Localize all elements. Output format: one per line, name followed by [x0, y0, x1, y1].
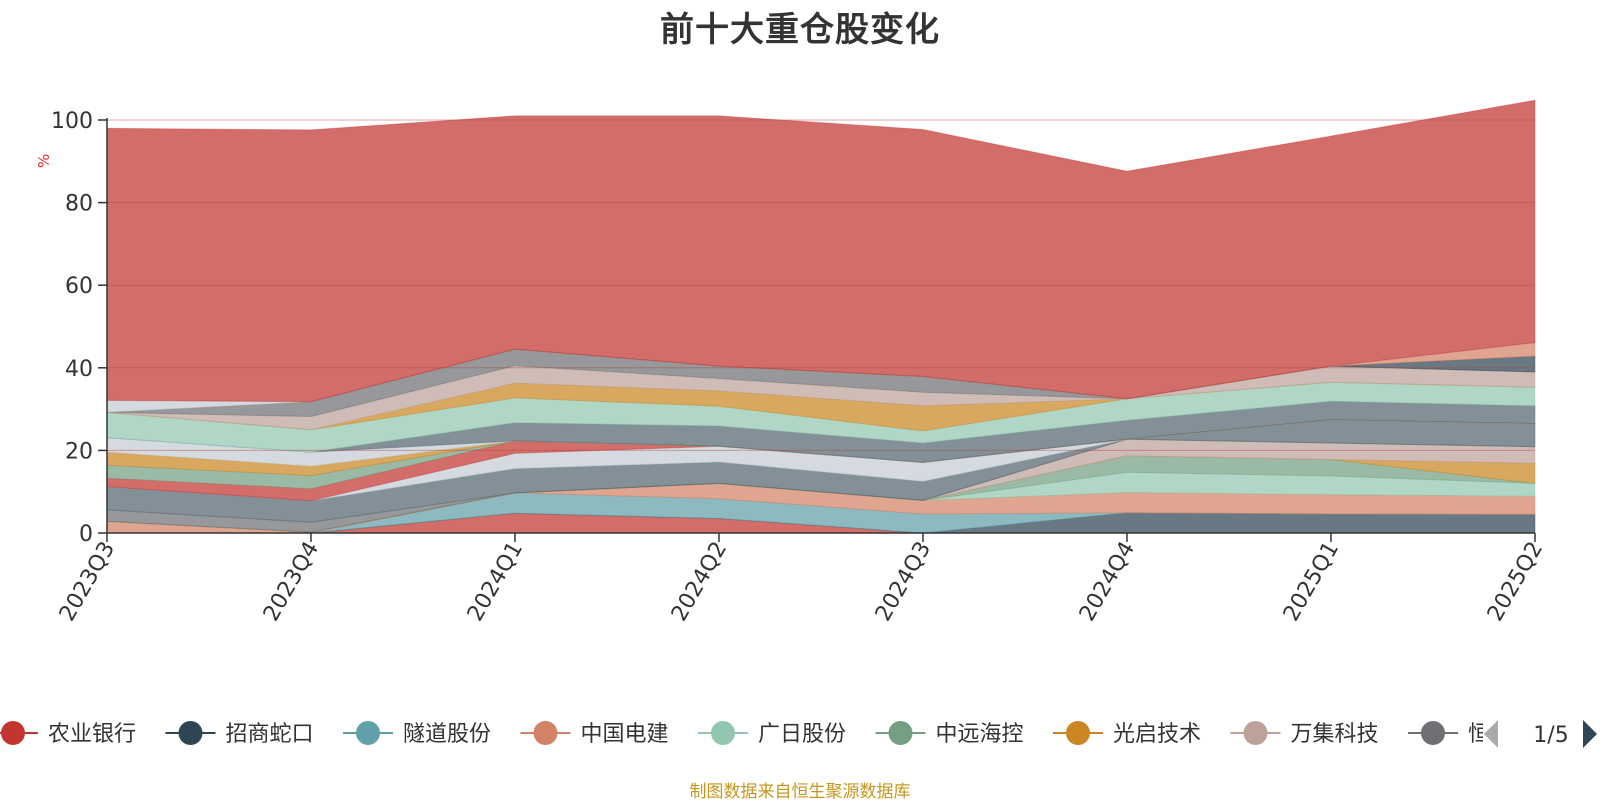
legend-item-2[interactable]: 隧道股份	[343, 721, 491, 747]
series-area-11	[106, 419, 1536, 502]
series-area-23	[106, 99, 1536, 403]
legend-item-7[interactable]: 万集科技	[1230, 721, 1379, 747]
x-tick-label-2025Q1: 2025Q1	[1279, 538, 1344, 626]
legend-marker-6	[1066, 721, 1090, 745]
legend-page-indicator: 1/5	[1533, 723, 1568, 748]
legend-item-8[interactable]: 恒	[1408, 721, 1490, 747]
y-tick-label-100: 100	[51, 109, 93, 134]
x-tick-label-2023Q4: 2023Q4	[259, 538, 324, 626]
legend-prev-page-icon[interactable]	[1484, 720, 1498, 748]
legend-item-0[interactable]: 农业银行	[0, 721, 136, 747]
legend-marker-1	[178, 721, 203, 745]
legend-item-4[interactable]: 广日股份	[698, 721, 846, 747]
x-tick-label-2024Q3: 2024Q3	[871, 538, 936, 626]
series-area-3	[106, 482, 1536, 534]
legend-item-3[interactable]: 中国电建	[520, 721, 669, 747]
legend: 农业银行 招商蛇口 隧道股份 中国电建 广日股份 中远海控 光启技术 万集科技 恒 1/5	[0, 720, 1597, 748]
source-note: 制图数据来自恒生聚源数据库	[689, 782, 911, 802]
legend-marker-3	[533, 721, 558, 745]
x-tick-label-2024Q2: 2024Q2	[667, 538, 732, 626]
legend-label-4: 广日股份	[758, 722, 846, 747]
legend-marker-5	[888, 721, 913, 745]
y-tick-label-20: 20	[65, 439, 93, 464]
series-area-14	[106, 419, 1536, 467]
legend-marker-4	[711, 721, 735, 745]
legend-label-8: 恒	[1468, 722, 1490, 747]
y-tick-label-80: 80	[65, 192, 93, 217]
legend-items: 农业银行 招商蛇口 隧道股份 中国电建 广日股份 中远海控 光启技术 万集科技 恒	[0, 721, 1490, 747]
plot-areas	[106, 99, 1536, 534]
legend-label-0: 农业银行	[48, 722, 136, 747]
legend-item-1[interactable]: 招商蛇口	[165, 721, 314, 747]
legend-marker-2	[356, 721, 380, 745]
legend-label-1: 招商蛇口	[226, 722, 314, 747]
legend-label-7: 万集科技	[1291, 722, 1379, 747]
legend-marker-0	[1, 721, 25, 745]
chart-title: 前十大重仓股变化	[660, 10, 940, 50]
x-tick-label-2023Q3: 2023Q3	[55, 538, 120, 626]
x-tick-label-2025Q2: 2025Q2	[1483, 538, 1548, 626]
legend-label-6: 光启技术	[1113, 722, 1201, 747]
legend-label-3: 中国电建	[581, 722, 669, 747]
x-tick-label-2024Q4: 2024Q4	[1075, 538, 1140, 626]
legend-item-6[interactable]: 光启技术	[1053, 721, 1201, 747]
series-area-12	[106, 419, 1536, 490]
legend-label-5: 中远海控	[936, 722, 1024, 747]
grid-lines	[107, 119, 1535, 451]
series-area-9	[106, 419, 1536, 523]
legend-next-page-icon[interactable]	[1583, 720, 1597, 748]
y-axis-label: %	[35, 154, 53, 168]
y-tick-label-0: 0	[79, 522, 93, 547]
y-tick-label-40: 40	[65, 357, 93, 382]
legend-item-5[interactable]: 中远海控	[875, 721, 1024, 747]
legend-marker-8	[1421, 721, 1445, 745]
legend-marker-7	[1243, 721, 1268, 745]
y-tick-label-60: 60	[65, 274, 93, 299]
x-tick-label-2024Q1: 2024Q1	[463, 538, 528, 626]
series-area-13	[106, 419, 1536, 477]
legend-label-2: 隧道股份	[403, 722, 491, 747]
